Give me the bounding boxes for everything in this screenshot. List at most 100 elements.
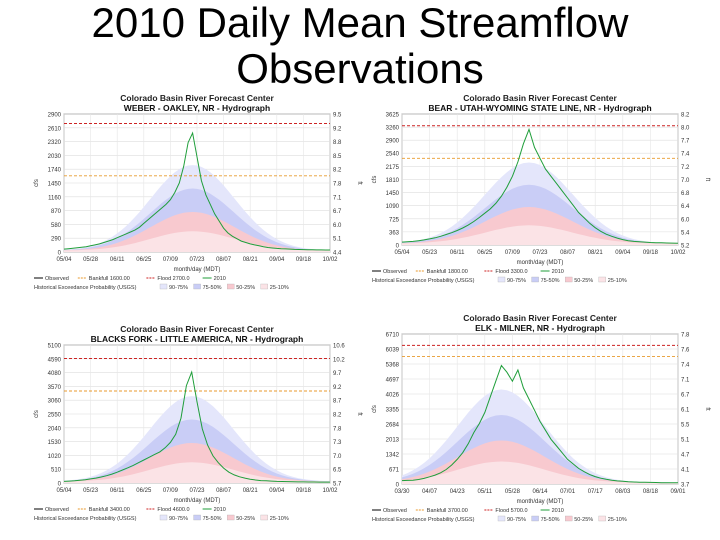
y-right-tick-label: 6.1	[681, 408, 690, 414]
x-tick-label: 08/07	[216, 488, 232, 494]
x-tick-label: 04/23	[450, 489, 466, 495]
y-tick-label: 2684	[386, 423, 400, 429]
x-tick-label: 05/11	[478, 489, 493, 495]
y-right-tick-label: 5.1	[681, 438, 690, 444]
x-tick-label: 09/18	[296, 488, 312, 494]
y-tick-label: 2030	[48, 154, 62, 160]
exceedance-legend-title: Historical Exceedance Probability (USGS)	[372, 278, 475, 284]
x-tick-label: 05/04	[394, 250, 410, 256]
y-tick-label: 290	[51, 237, 62, 243]
legend-entry: 2010	[214, 276, 226, 282]
observed-series-line	[401, 364, 678, 484]
y-tick-label: 0	[58, 251, 62, 257]
y-right-tick-label: 8.2	[333, 413, 342, 419]
y-right-tick-label: 6.8	[681, 191, 690, 197]
x-axis-title: month/day (MDT)	[174, 498, 221, 504]
y-right-axis-title: ft	[704, 178, 710, 182]
y-right-tick-label: 7.4	[681, 152, 690, 158]
y-tick-label: 2900	[386, 139, 400, 145]
x-tick-label: 10/02	[322, 488, 338, 494]
y-tick-label: 6710	[386, 333, 400, 339]
y-right-tick-label: 7.0	[333, 454, 342, 460]
y-tick-label: 2013	[386, 438, 400, 444]
legend-entry: Observed	[383, 508, 407, 514]
exceedance-legend-swatch	[598, 515, 606, 522]
y-tick-label: 1090	[386, 204, 400, 210]
y-tick-label: 6039	[386, 348, 400, 354]
x-tick-label: 10/02	[670, 250, 686, 256]
x-tick-label: 09/04	[269, 257, 285, 263]
exceedance-legend-entry: 25-10%	[270, 285, 289, 291]
chart-title: ELK - MILNER, NR - Hydrograph	[475, 323, 605, 333]
y-axis-title: cfs	[372, 176, 378, 184]
y-tick-label: 3355	[386, 408, 400, 414]
x-tick-label: 05/04	[56, 488, 72, 494]
exceedance-legend-swatch	[531, 276, 539, 283]
x-tick-label: 05/04	[56, 257, 72, 263]
y-right-tick-label: 5.2	[681, 244, 690, 250]
legend-entry: Bankfull 3400.00	[89, 507, 130, 513]
y-tick-label: 1450	[386, 191, 400, 197]
chart-org-title: Colorado Basin River Forecast Center	[120, 93, 274, 103]
exceedance-legend-swatch	[598, 276, 606, 283]
y-right-tick-label: 7.8	[333, 182, 342, 188]
chart-org-title: Colorado Basin River Forecast Center	[463, 313, 617, 323]
hydrograph-blacks-fork-svg: Colorado Basin River Forecast CenterBLAC…	[34, 324, 362, 522]
y-right-tick-label: 7.3	[333, 440, 342, 446]
exceedance-legend-title: Historical Exceedance Probability (USGS)	[372, 517, 475, 523]
x-tick-label: 08/07	[216, 257, 232, 263]
x-tick-label: 09/18	[296, 257, 312, 263]
slide-title: 2010 Daily Mean Streamflow Observations	[91, 0, 629, 92]
exceedance-legend-entry: 50-25%	[236, 285, 255, 291]
y-right-axis-title: ft	[704, 407, 710, 411]
x-tick-label: 08/21	[588, 250, 604, 256]
y-right-tick-label: 7.4	[681, 363, 690, 369]
exceedance-legend-entry: 50-25%	[574, 517, 593, 523]
y-tick-label: 1160	[48, 195, 62, 201]
hydrograph-panel-elk: Colorado Basin River Forecast Center ELK …	[368, 312, 712, 536]
y-tick-label: 5368	[386, 363, 400, 369]
y-tick-label: 2900	[48, 113, 62, 119]
y-right-tick-label: 8.8	[333, 140, 342, 146]
chart-org-title: Colorado Basin River Forecast Center	[463, 93, 617, 103]
y-right-tick-label: 7.0	[681, 178, 690, 184]
exceedance-legend-swatch	[497, 515, 506, 522]
x-axis-title: month/day (MDT)	[174, 267, 221, 273]
exceedance-legend-swatch	[159, 283, 168, 290]
x-tick-label: 10/02	[322, 257, 338, 263]
x-axis-title: month/day (MDT)	[517, 260, 564, 266]
exceedance-legend-entry: 90-75%	[169, 285, 188, 291]
y-tick-label: 4080	[48, 371, 62, 377]
y-right-tick-label: 10.2	[333, 357, 345, 363]
exceedance-band	[402, 461, 678, 484]
y-tick-label: 1810	[386, 178, 400, 184]
y-tick-label: 1740	[48, 168, 62, 174]
y-right-tick-label: 4.4	[333, 251, 342, 257]
x-tick-label: 06/25	[477, 250, 493, 256]
exceedance-legend-entry: 75-50%	[541, 517, 560, 523]
x-tick-label: 06/14	[532, 489, 548, 495]
hydrograph-elk-svg: Colorado Basin River Forecast CenterELK …	[372, 313, 710, 523]
legend-entry: Observed	[383, 269, 407, 275]
x-tick-label: 09/18	[643, 250, 659, 256]
y-right-tick-label: 8.2	[333, 168, 342, 174]
exceedance-legend-swatch	[260, 514, 268, 521]
hydrograph-panel-blacks-fork: Colorado Basin River Forecast Center BLAC…	[30, 323, 364, 535]
y-right-tick-label: 5.5	[681, 423, 690, 429]
exceedance-legend-title: Historical Exceedance Probability (USGS)	[34, 285, 137, 291]
y-right-axis-title: ft	[356, 181, 362, 185]
exceedance-legend-swatch	[227, 514, 235, 521]
chart-title: BEAR - UTAH-WYOMING STATE LINE, NR - Hyd…	[428, 103, 651, 113]
y-right-tick-label: 8.5	[333, 154, 342, 160]
exceedance-legend-entry: 90-75%	[507, 517, 526, 523]
y-tick-label: 0	[396, 483, 400, 489]
exceedance-legend-swatch	[227, 283, 235, 290]
exceedance-legend-entry: 75-50%	[541, 278, 560, 284]
y-right-tick-label: 9.5	[333, 113, 342, 119]
legend-entry: Bankfull 1800.00	[427, 269, 468, 275]
hydrograph-weber-svg: Colorado Basin River Forecast CenterWEBE…	[34, 93, 362, 291]
x-tick-label: 06/11	[450, 250, 465, 256]
y-right-tick-label: 10.6	[333, 344, 345, 350]
y-tick-label: 1530	[48, 440, 62, 446]
y-tick-label: 2610	[48, 126, 62, 132]
